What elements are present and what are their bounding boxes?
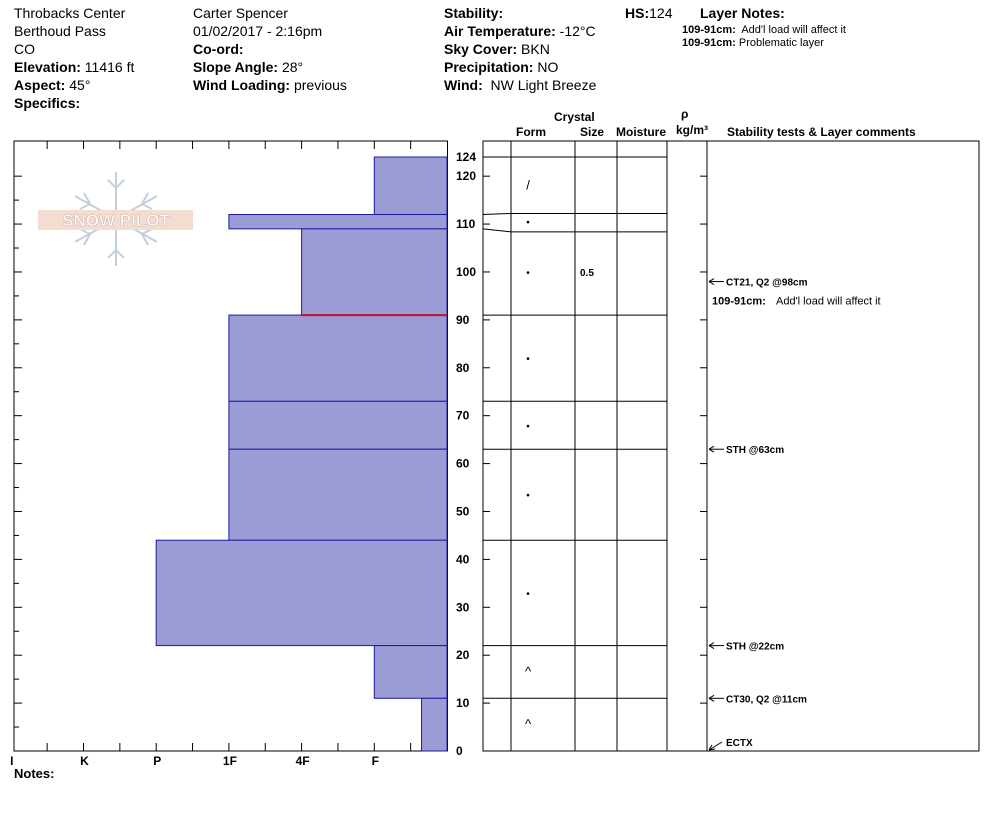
depth-tick-label: 80 (456, 361, 470, 375)
area-name: Berthoud Pass (14, 23, 106, 39)
precipitation-field: Precipitation: NO (444, 59, 559, 75)
test-arrowhead (708, 694, 715, 702)
test-arrowhead (708, 744, 716, 751)
logo-text: SNOW PILOT (62, 211, 170, 230)
stability-test-label: CT21, Q2 @98cm (726, 278, 808, 289)
hardness-tick-label: P (153, 754, 161, 768)
hs-field: HS:124 (625, 5, 673, 21)
test-pointer (708, 741, 723, 751)
layer-form-symbol: / (526, 178, 530, 193)
hardness-tick-label: F (372, 754, 379, 768)
layer-form-symbol: • (526, 421, 530, 432)
state-name: CO (14, 41, 35, 57)
hardness-bar (228, 400, 448, 450)
stability-test-label: STH @22cm (726, 642, 784, 653)
depth-tick-label: 60 (456, 457, 470, 471)
hardness-bar (373, 645, 448, 699)
hardness-bar (228, 448, 448, 541)
layer-form-symbol: • (526, 491, 530, 502)
density-unit: kg/m³ (676, 123, 709, 137)
hardness-bar (155, 539, 448, 647)
layer-comment-text: Add'l load will affect it (776, 296, 881, 308)
layer-cells: / • • 0.5 • • • • ^ ^ (525, 178, 594, 732)
depth-tick-label: 124 (456, 150, 476, 164)
comments-heading: Stability tests & Layer comments (727, 125, 916, 139)
depth-tick-label: 10 (456, 696, 470, 710)
layer-form-symbol: • (526, 268, 530, 279)
hardness-ticks: I K P 1F 4F F (10, 141, 412, 768)
layer-connector (482, 212, 512, 215)
sky-cover-field: Sky Cover: BKN (444, 41, 550, 57)
hardness-tick-label: 1F (223, 754, 237, 768)
layer-form-symbol: ^ (525, 717, 532, 732)
test-arrowhead (708, 445, 715, 453)
layer-size: 0.5 (580, 268, 594, 279)
air-temperature-field: Air Temperature: -12°C (444, 23, 596, 39)
depth-tick-label: 90 (456, 313, 470, 327)
layer-connector (482, 228, 512, 233)
stability-test-label: CT30, Q2 @11cm (726, 694, 807, 705)
date-time: 01/02/2017 - 2:16pm (193, 23, 323, 39)
hardness-tick-label: K (80, 754, 89, 768)
depth-tick-label: 120 (456, 169, 476, 183)
depth-tick-label: 110 (456, 217, 476, 231)
hardness-bar (228, 213, 448, 230)
stability-test-label: ECTX (726, 738, 753, 749)
layer-notes-heading: Layer Notes: (700, 5, 785, 21)
slope-angle-field: Slope Angle: 28° (193, 59, 304, 75)
size-heading: Size (580, 125, 605, 139)
depth-tick-label: 20 (456, 648, 470, 662)
layer-grid (482, 140, 980, 752)
hardness-tick-label: 4F (296, 754, 310, 768)
snowpilot-logo: SNOW PILOT (38, 172, 193, 266)
stability-test-label: STH @63cm (726, 445, 784, 456)
hardness-bar (228, 314, 448, 402)
crystal-heading: Crystal (554, 110, 595, 124)
stability-field: Stability: (444, 5, 504, 21)
logo-banner (38, 210, 193, 230)
layer-form-symbol: ^ (525, 664, 532, 679)
hardness-bar (421, 697, 448, 752)
depth-tick-label: 50 (456, 504, 470, 518)
depth-tick-label: 30 (456, 600, 470, 614)
layer-form-symbol: • (526, 218, 530, 229)
hardness-bars (155, 156, 448, 752)
wind-loading-field: Wind Loading: previous (193, 77, 347, 93)
layer-comment-range: 109-91cm: (712, 296, 766, 308)
elevation-field: Elevation: 11416 ft (14, 59, 135, 75)
form-heading: Form (516, 125, 546, 139)
depth-tick-label: 40 (456, 552, 470, 566)
hardness-tick-label: I (10, 754, 13, 768)
notes-label: Notes: (14, 766, 55, 781)
layer-form-symbol: • (526, 354, 530, 365)
grid-frame (482, 140, 980, 752)
observer-name: Carter Spencer (193, 5, 288, 21)
depth-tick-label: 100 (456, 265, 476, 279)
layer-note-2: 109-91cm: Problematic layer (682, 37, 824, 49)
stability-tests: CT21, Q2 @98cm STH @63cm STH @22cm CT30, Q2… (708, 278, 881, 751)
test-arrowhead (708, 278, 715, 285)
aspect-field: Aspect: 45° (14, 77, 91, 93)
moisture-heading: Moisture (616, 125, 667, 139)
hardness-bar (373, 156, 448, 215)
test-arrowhead (708, 642, 715, 650)
depth-tick-label: 0 (456, 744, 463, 758)
layer-note-1: 109-91cm: Add'l load will affect it (682, 24, 846, 36)
depth-axis: 0 10 20 30 40 50 60 70 80 90 100 110 120 124 (14, 150, 476, 758)
wind-field: Wind: NW Light Breeze (444, 77, 597, 93)
density-symbol: ρ (681, 107, 689, 121)
specifics-field: Specifics: (14, 95, 81, 111)
depth-tick-label: 70 (456, 409, 470, 423)
coord-field: Co-ord: (193, 41, 244, 57)
layer-form-symbol: • (526, 589, 530, 600)
location-name: Throbacks Center (14, 5, 126, 21)
hardness-bar (301, 228, 448, 316)
